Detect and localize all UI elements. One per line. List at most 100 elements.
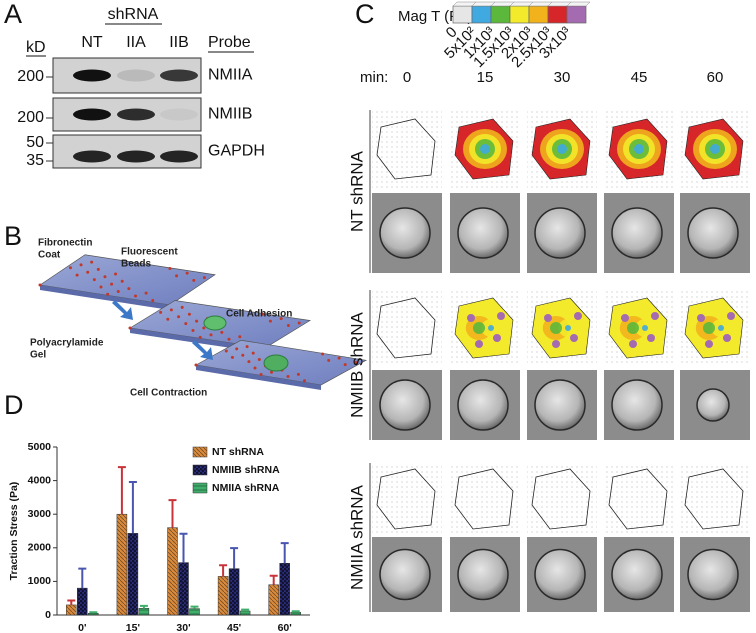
bead: [270, 370, 273, 374]
blot-band: [73, 69, 111, 82]
panel-letter: D: [4, 390, 24, 420]
error-bar: [168, 499, 177, 528]
bar: [167, 527, 178, 616]
error-bar: [78, 567, 87, 589]
bead: [185, 271, 189, 275]
cell-body: [534, 548, 586, 601]
time-label: 0: [403, 69, 411, 86]
bar: [77, 587, 88, 616]
y-tick-label: 5000: [28, 441, 52, 453]
traction-level: [642, 325, 648, 331]
cell: [203, 315, 227, 331]
cell-outline: [531, 468, 591, 530]
bead: [194, 363, 198, 367]
bar: [178, 562, 189, 616]
bead: [75, 273, 79, 277]
bead: [297, 321, 301, 325]
marker-label: 35: [26, 152, 44, 169]
bead: [187, 312, 191, 316]
error-bar: [280, 542, 289, 564]
bead: [110, 282, 114, 286]
arrow: [192, 340, 213, 360]
schematic-label: Fibronectin: [38, 238, 92, 249]
panel-letter: C: [355, 0, 375, 29]
error-bar: [179, 532, 188, 563]
map-field: [680, 463, 750, 535]
scale-swatch: [509, 5, 530, 24]
panel-letter: A: [4, 0, 22, 29]
bead: [99, 285, 103, 289]
blot-band: [160, 150, 198, 163]
bar: [228, 568, 240, 616]
scale-swatch: [471, 5, 492, 24]
scale-swatch: [490, 5, 511, 24]
cell-body: [611, 548, 663, 601]
schematic-label: Cell Contraction: [130, 388, 207, 399]
bar: [268, 584, 279, 616]
bead: [86, 270, 90, 274]
legend-label: NMIIA shRNA: [212, 482, 280, 494]
bead: [230, 355, 234, 359]
bead: [245, 345, 249, 349]
error-bar: [139, 604, 148, 609]
bar: [189, 608, 200, 616]
map-field: [450, 463, 520, 535]
cell-outline: [454, 468, 514, 530]
bead: [279, 317, 283, 321]
bead: [184, 322, 188, 326]
bar: [116, 513, 128, 616]
bead: [134, 294, 137, 298]
map-field: [527, 463, 597, 535]
bead: [247, 360, 251, 364]
bead: [166, 317, 170, 321]
bead: [202, 276, 206, 280]
bead: [191, 329, 195, 332]
traction-spot: [497, 312, 505, 320]
lane-label: IIB: [169, 34, 189, 51]
traction-spot: [705, 340, 713, 348]
legend-label: NMIIB shRNA: [212, 464, 280, 476]
schematic-label: Gel: [30, 350, 46, 361]
cell-body: [457, 207, 509, 259]
traction-level: [718, 325, 724, 331]
bead: [103, 275, 107, 279]
bead: [257, 357, 261, 361]
bead: [286, 375, 290, 379]
marker-label: 200: [17, 109, 44, 126]
arrow: [112, 300, 133, 320]
bead: [261, 312, 265, 316]
bead: [168, 267, 172, 271]
cell: [263, 354, 289, 372]
traction-spot: [723, 334, 731, 342]
gel-edge: [40, 285, 170, 310]
probe-header: Probe: [208, 34, 251, 51]
lane-label: IIA: [126, 34, 146, 51]
bead: [321, 352, 325, 356]
traction-level: [488, 325, 494, 331]
traction-level: [627, 322, 639, 334]
cell-outline: [684, 468, 744, 530]
probe-label: NMIIB: [208, 106, 252, 123]
panel-letter: B: [4, 221, 22, 251]
bead: [195, 319, 199, 323]
bead: [116, 289, 120, 293]
x-tick-label: 30': [176, 622, 190, 633]
probe-label: NMIIA: [208, 67, 253, 84]
x-tick-label: 15': [126, 622, 140, 633]
traction-spot: [574, 312, 582, 320]
traction-level: [565, 325, 571, 331]
bar: [239, 610, 251, 616]
bead: [169, 308, 173, 312]
kd-header: kD: [26, 39, 46, 56]
bead: [354, 360, 358, 364]
row-label: NMIIB shRNA: [347, 311, 366, 417]
bead: [159, 310, 163, 314]
time-header: min:: [360, 69, 388, 86]
bead: [253, 366, 257, 370]
traction-level: [557, 144, 567, 154]
blot-band: [160, 108, 198, 121]
traction-spot: [727, 312, 735, 320]
bead: [337, 356, 341, 360]
bead: [92, 278, 96, 282]
